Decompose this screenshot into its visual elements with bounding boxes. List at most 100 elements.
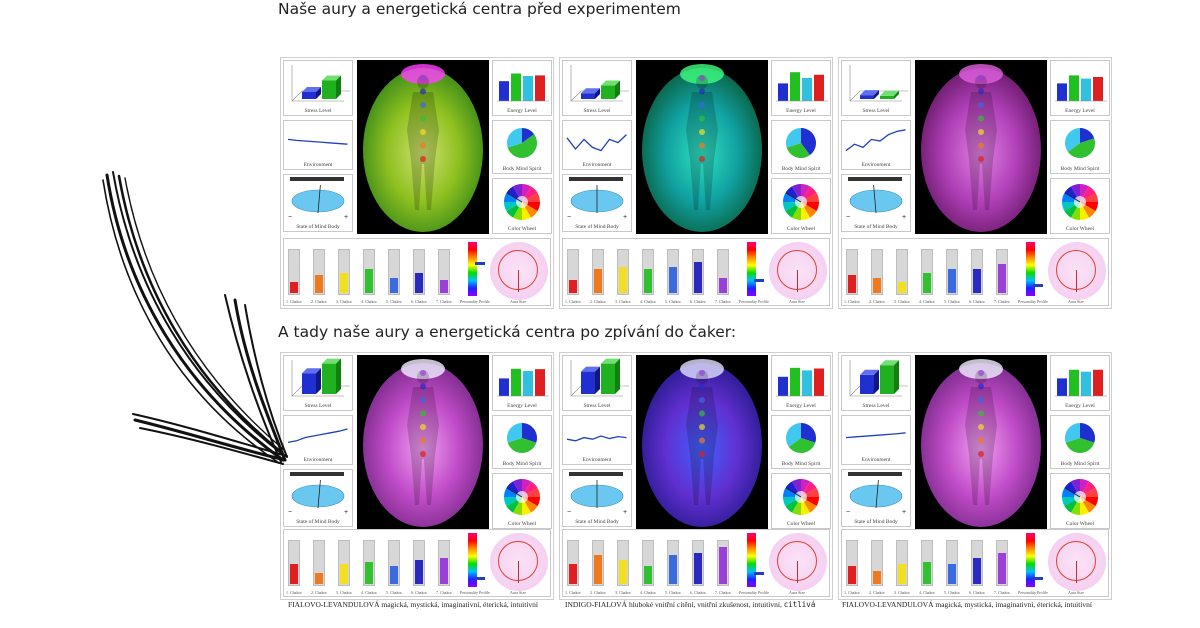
chakra-bar <box>946 540 958 586</box>
chakra-bar <box>363 249 375 295</box>
personality-label: Personality Profile <box>1018 590 1048 595</box>
aura-size-label: Aura Size <box>789 299 805 304</box>
chakra-bar <box>896 249 908 295</box>
stress-bar-top <box>581 88 600 94</box>
aura-size-chart <box>1048 242 1106 300</box>
stress-level-chart: Stress Level <box>283 355 353 411</box>
chakra-bar-fill <box>694 262 702 293</box>
heading-before: Naše aury a energetická centra před expe… <box>278 0 681 18</box>
panel-row-after: Stress Level Environment − + State of Mind B… <box>280 352 1112 600</box>
chakra-point <box>420 129 426 135</box>
panel-row-before: Stress Level Environment − + State of Mind B… <box>280 57 1112 309</box>
color-wheel-pointer <box>506 192 523 203</box>
chakra-point <box>699 129 705 135</box>
color-wheel: Color Wheel <box>492 178 552 234</box>
body-mind-spirit-chart: Body Mind Spirit <box>492 415 552 469</box>
chakra-point <box>420 115 426 122</box>
chakra-label: 2. Chakra <box>590 299 606 304</box>
chakra-bar <box>921 540 933 586</box>
personality-color-ramp <box>747 533 756 587</box>
environment-label: Environment <box>582 162 612 168</box>
chakra-bar <box>338 249 350 295</box>
color-wheel-label: Color Wheel <box>507 226 537 232</box>
energy-bar <box>511 368 521 396</box>
chakra-bar-fill <box>719 278 727 293</box>
chakra-bar-panel: 1. Chakra 2. Chakra 3. Chakra 4. Chakra 5. C… <box>562 238 830 306</box>
aura-crown <box>401 359 445 379</box>
energy-bar <box>1057 378 1067 396</box>
chakra-label: 2. Chakra <box>311 590 327 595</box>
aura-size-stem <box>518 561 519 583</box>
chakra-point <box>978 88 984 95</box>
chakra-bar-fill <box>619 267 627 293</box>
environment-line <box>287 428 348 444</box>
body-mind-spirit-slice <box>788 438 816 453</box>
energy-level-label: Energy Level <box>1065 403 1095 409</box>
heading-after: A tady naše aury a energetická centra po… <box>278 323 737 341</box>
energy-level-label: Energy Level <box>786 403 816 409</box>
color-wheel-label: Color Wheel <box>1065 521 1095 527</box>
chakra-bar-fill <box>948 564 956 584</box>
aura-size-stem <box>797 561 798 583</box>
stress-bar-side <box>595 88 600 99</box>
aura-crown <box>401 64 445 84</box>
chakra-point <box>978 383 984 390</box>
chakra-bar <box>717 249 729 295</box>
aura-glow <box>363 68 483 232</box>
aura-size-chart <box>769 242 827 300</box>
personality-marker <box>475 577 485 580</box>
stress-level-label: Stress Level <box>583 108 611 114</box>
chakra-label: 5. Chakra <box>386 299 402 304</box>
energy-level-label: Energy Level <box>507 108 537 114</box>
stress-level-label: Stress Level <box>304 108 332 114</box>
chakra-label: 1. Chakra <box>844 590 860 595</box>
environment-line <box>845 432 906 439</box>
aura-panel: Stress Level Environment − + State of Mind B… <box>838 57 1112 309</box>
personality-color-ramp <box>1026 533 1035 587</box>
chakra-bar <box>338 540 350 586</box>
stress-level-label: Stress Level <box>862 403 890 409</box>
chakra-bar-fill <box>340 564 348 584</box>
aura-size-label: Aura Size <box>510 590 526 595</box>
stress-bar-side <box>894 360 899 394</box>
chakra-bar <box>846 540 858 586</box>
environment-chart: Environment <box>562 415 632 465</box>
body-mind-spirit-slice <box>507 134 537 158</box>
chakra-bar <box>971 249 983 295</box>
personality-color-ramp <box>468 242 477 296</box>
energy-level-chart: Energy Level <box>492 355 552 411</box>
color-wheel-label: Color Wheel <box>786 521 816 527</box>
chakra-bar <box>567 540 579 586</box>
body-mind-spirit-chart: Body Mind Spirit <box>492 120 552 174</box>
chakra-bar-fill <box>669 267 677 293</box>
state-pointer <box>317 184 321 214</box>
chakra-bar-fill <box>594 555 602 584</box>
chakra-point <box>420 75 426 81</box>
chakra-point <box>420 370 426 376</box>
stress-bar-side <box>336 358 341 394</box>
chakra-bar <box>871 249 883 295</box>
energy-bar <box>523 371 533 396</box>
stress-level-chart: Stress Level <box>841 355 911 411</box>
chakra-bar-fill <box>998 553 1006 584</box>
chakra-point <box>978 102 984 108</box>
chakra-bar-fill <box>848 275 856 293</box>
aura-size-stem <box>518 270 519 292</box>
chakra-label: 1. Chakra <box>565 590 581 595</box>
chakra-bar <box>388 249 400 295</box>
chakra-bar-panel: 1. Chakra 2. Chakra 3. Chakra 4. Chakra 5. C… <box>283 238 551 306</box>
aura-crown <box>959 359 1003 379</box>
chakra-bar <box>896 540 908 586</box>
chakra-label: 3. Chakra <box>894 590 910 595</box>
energy-level-chart: Energy Level <box>771 355 831 411</box>
caption-3: FIALOVO-LEVANDULOVÁ magická, mystická, i… <box>842 600 1093 609</box>
chakra-point <box>420 451 426 457</box>
energy-bar <box>802 370 812 396</box>
energy-bar <box>790 72 800 101</box>
chakra-bar-panel: 1. Chakra 2. Chakra 3. Chakra 4. Chakra 5. C… <box>841 238 1109 306</box>
energy-bar <box>814 74 824 101</box>
body-mind-spirit-slice <box>1065 423 1080 443</box>
aura-glow <box>921 68 1041 232</box>
color-wheel: Color Wheel <box>771 178 831 234</box>
chakra-bar-fill <box>719 547 727 584</box>
